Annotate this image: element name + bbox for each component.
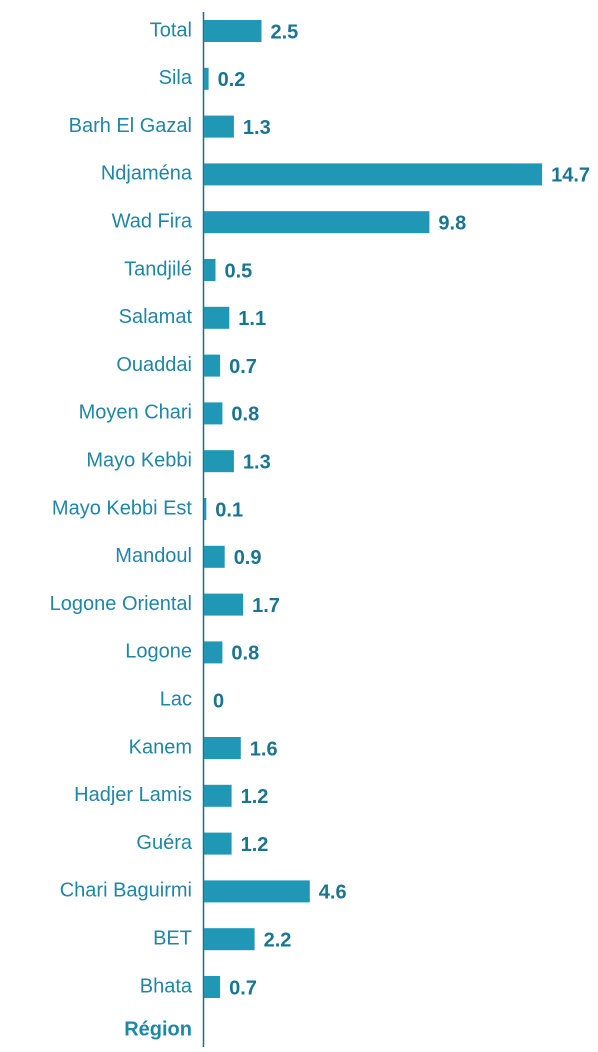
value-label: 0.5 [225,260,253,282]
bar [204,115,234,138]
y-axis-label: Région [124,1018,192,1040]
category-label: Tandjilé [124,258,192,280]
bar [204,976,221,998]
category-label: Lac [160,688,192,710]
category-label: BET [153,927,192,949]
category-label: Logone Oriental [50,593,192,615]
category-label: Mayo Kebbi [86,449,192,471]
value-label: 1.6 [250,738,278,760]
value-label: 0.7 [229,977,257,999]
value-label: 0.2 [218,69,246,91]
category-label: Mayo Kebbi Est [52,497,193,519]
category-label: Kanem [129,736,192,758]
category-label: Guéra [136,832,192,854]
category-label: Chari Baguirmi [60,880,192,902]
bar [204,545,225,568]
value-label: 0.7 [229,356,257,378]
bar [204,498,207,520]
category-label: Sila [159,67,193,89]
category-label: Salamat [119,306,193,328]
bar [204,450,234,473]
value-label: 14.7 [551,165,590,187]
value-label: 2.5 [271,21,299,43]
category-label: Moyen Chari [79,402,192,424]
bar [204,737,241,759]
value-label: 2.2 [264,929,292,951]
value-label: 1.3 [243,451,271,473]
category-label: Logone [125,641,192,663]
value-label: 4.6 [319,882,347,904]
bar [204,259,216,281]
value-label: 1.2 [241,834,269,856]
category-label: Wad Fira [112,210,193,232]
bar [204,593,244,616]
value-label: 1.3 [243,117,271,139]
value-label: 0.8 [231,643,259,665]
category-label: Barh El Gazal [69,115,192,137]
category-label: Hadjer Lamis [74,784,192,806]
bar [204,402,223,425]
category-label: Bhata [140,975,193,997]
value-label: 0.1 [215,499,243,521]
category-label: Ouaddai [116,354,192,376]
bar [204,354,221,377]
category-label: Total [150,19,192,41]
value-label: 1.7 [252,595,280,617]
value-label: 1.1 [238,308,266,330]
bar [204,67,209,90]
category-label: Mandoul [115,545,192,567]
category-label: Ndjaména [101,163,193,185]
value-label: 0.8 [231,404,259,426]
bar [204,880,310,903]
bar [204,641,223,664]
bar [204,211,430,234]
value-label: 0 [213,690,224,712]
bar [204,832,232,855]
bar [204,163,543,186]
bar [204,784,232,807]
bar [204,928,255,951]
bar [204,20,262,42]
value-label: 0.9 [234,547,262,569]
value-label: 9.8 [438,212,466,234]
value-label: 1.2 [241,786,269,808]
bar [204,306,230,329]
